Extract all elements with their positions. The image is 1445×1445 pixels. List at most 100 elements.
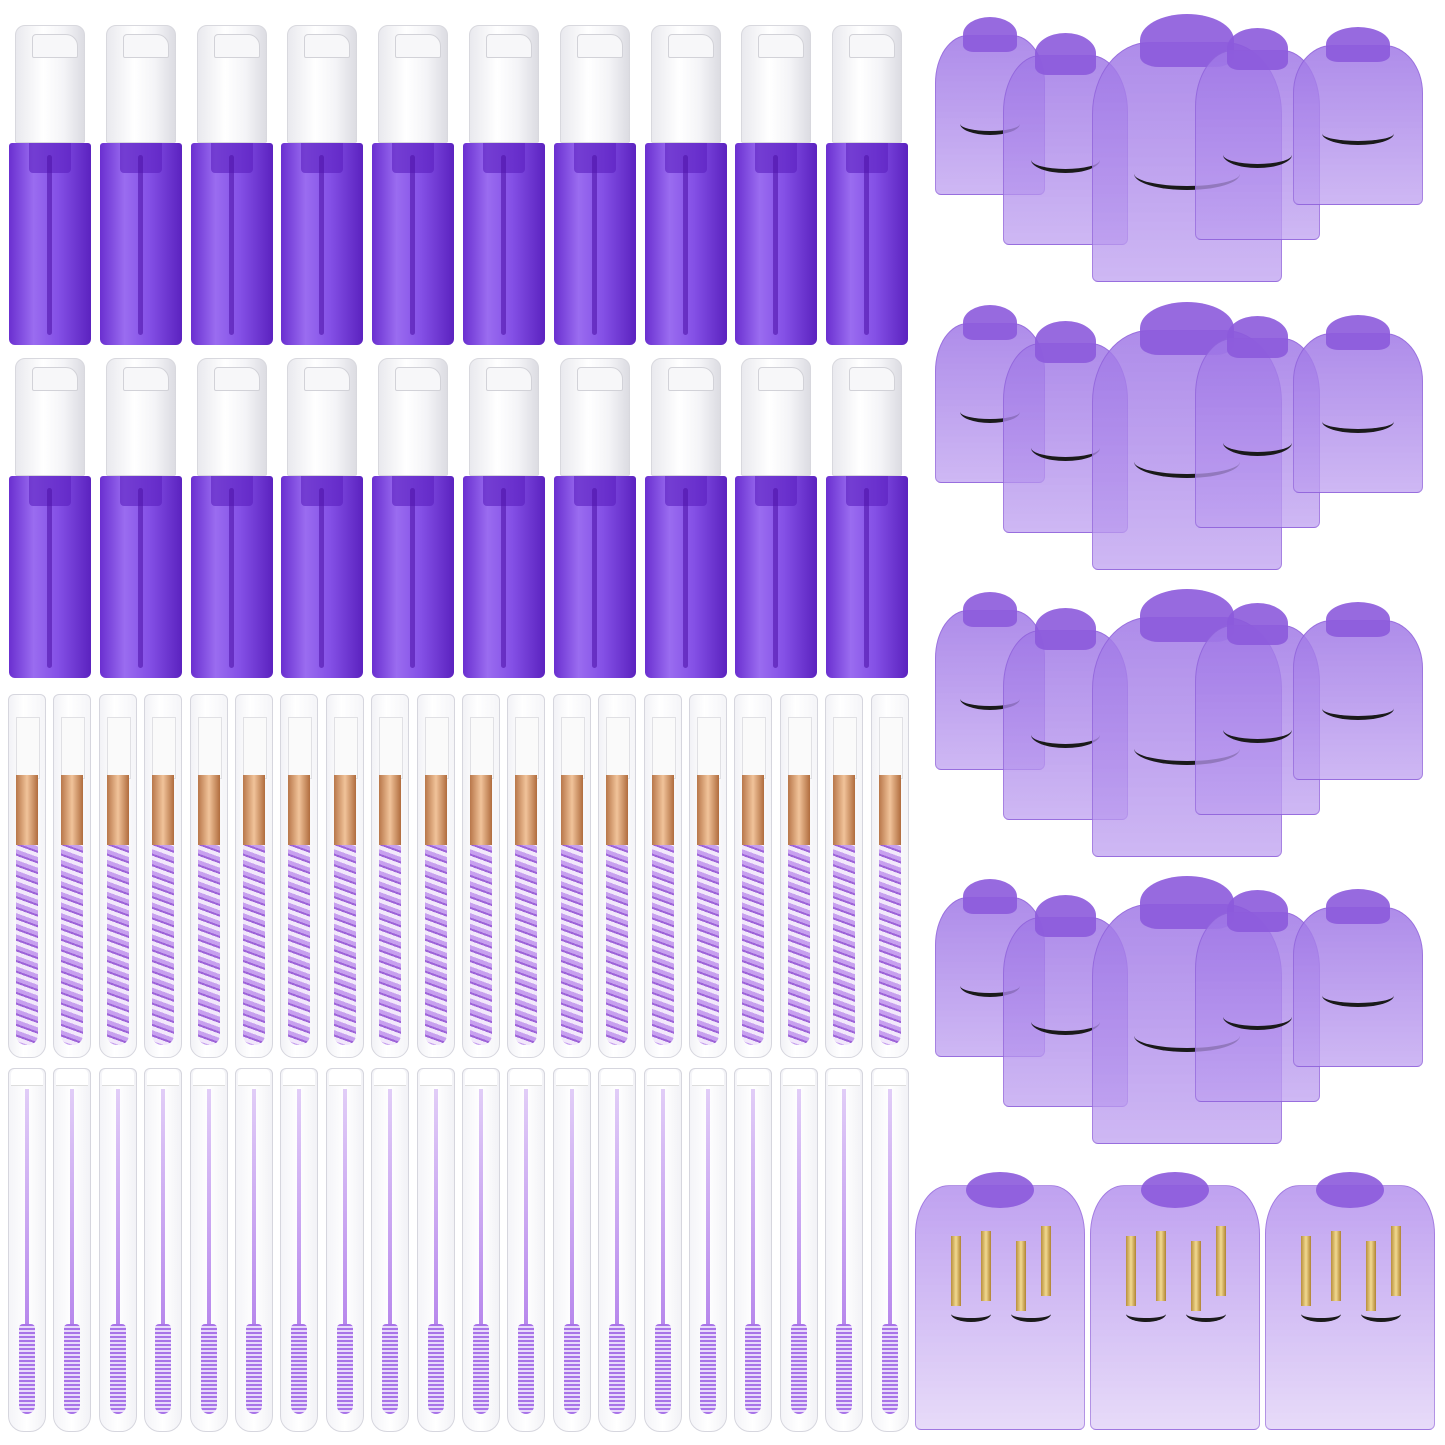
spoolie-stick [433, 1089, 438, 1329]
bottle-body [281, 476, 364, 678]
crystal-lash-brush-tube [507, 694, 546, 1058]
eyelash [1011, 1306, 1051, 1322]
eyelash-print [1322, 410, 1394, 433]
drawstring-ruffle [1326, 889, 1390, 924]
foam-pump-bottle [9, 25, 91, 347]
crystal-handle [379, 845, 402, 1045]
mascara-spoolie-tube [643, 1068, 682, 1432]
gold-brush [981, 1231, 991, 1301]
foam-pump-bottle [372, 358, 455, 680]
spoolie-stick [751, 1089, 756, 1329]
crystal-handle [16, 845, 38, 1045]
crystal-lash-brush-tube [371, 694, 410, 1058]
bottle-cap [378, 358, 449, 476]
tube-cap [101, 1069, 134, 1086]
dip-tube [864, 488, 870, 668]
eyelash-print [1134, 445, 1240, 478]
bottle-body [644, 476, 727, 678]
dip-tube [501, 488, 506, 668]
bottle-cap [378, 25, 449, 143]
tube-cap [374, 1069, 407, 1086]
eyelash [1126, 1306, 1166, 1322]
gold-brush [1041, 1226, 1051, 1296]
bottle-body [553, 476, 636, 678]
pump-nozzle [395, 34, 442, 58]
gold-brush [1016, 1241, 1026, 1311]
mascara-spoolie-tube [870, 1068, 909, 1432]
eyelash [951, 1306, 991, 1322]
foam-pump-bottle [99, 25, 182, 347]
pump-nozzle [576, 367, 623, 391]
foam-pump-bottle [826, 358, 909, 680]
crystal-handle [106, 845, 129, 1045]
eyelash [1361, 1306, 1401, 1322]
pump-nozzle [576, 34, 623, 58]
pump-nozzle [758, 367, 805, 391]
eyelash-print [1031, 1008, 1100, 1035]
crystal-lash-brush-tube [734, 694, 773, 1058]
eyelash-print [1223, 429, 1292, 456]
bottle-cap [741, 25, 812, 143]
brush-head [878, 717, 903, 779]
tube-cap [147, 1069, 180, 1086]
pump-nozzle [486, 34, 532, 58]
foam-pump-bottle [463, 25, 545, 347]
mascara-spoolie-tube [280, 1068, 319, 1432]
bottle-cap [105, 25, 176, 143]
crystal-handle [651, 845, 674, 1045]
spoolie-brush [64, 1324, 81, 1414]
spoolie-stick [796, 1089, 801, 1329]
spoolie-stick [615, 1089, 620, 1329]
spoolie-stick [479, 1089, 483, 1329]
eyelash-print [1134, 157, 1240, 190]
drawstring-ruffle [1034, 895, 1097, 937]
brush-ferrule [197, 775, 220, 845]
brush-head [333, 717, 358, 779]
spoolie-brush [700, 1324, 716, 1414]
dip-tube [773, 488, 779, 668]
crystal-handle [333, 845, 356, 1045]
brush-head [515, 717, 540, 779]
spoolie-stick [252, 1089, 256, 1329]
foam-pump-bottle [372, 25, 455, 347]
brush-ferrule [742, 775, 765, 845]
eyelash-print [1322, 122, 1394, 145]
tube-cap [646, 1069, 679, 1086]
mascara-spoolie-tube [325, 1068, 364, 1432]
brush-head [560, 717, 585, 779]
lash-kit-bag [1265, 1172, 1435, 1430]
tube-cap [828, 1069, 861, 1086]
bottle-body [190, 476, 273, 678]
spoolie-brush [745, 1324, 762, 1414]
foam-pump-bottle [553, 358, 636, 680]
brush-head [61, 717, 86, 779]
tube-cap [465, 1069, 497, 1086]
mascara-spoolie-tube [689, 1068, 727, 1432]
tube-cap [283, 1069, 316, 1086]
brush-head [16, 717, 40, 779]
drawstring-ruffle [963, 879, 1017, 914]
dip-tube [682, 155, 688, 335]
bottle-body [826, 143, 909, 345]
pump-nozzle [122, 34, 169, 58]
drawstring-ruffle [1034, 33, 1097, 75]
spoolie-brush [246, 1324, 262, 1414]
spoolie-brush [109, 1324, 126, 1414]
gold-brush [1391, 1226, 1401, 1296]
pump-nozzle [758, 34, 805, 58]
spoolie-brush [518, 1324, 535, 1414]
organza-lash-bag [1293, 602, 1423, 780]
crystal-handle [833, 845, 856, 1045]
bottle-body [372, 143, 455, 345]
bottle-cap [196, 25, 267, 143]
brush-ferrule [470, 775, 492, 845]
dip-tube [137, 155, 143, 335]
brush-ferrule [560, 775, 583, 845]
eyelash [1301, 1306, 1341, 1322]
mascara-spoolie-tube [416, 1068, 455, 1432]
bottle-cap [196, 358, 267, 476]
foam-pump-bottle [826, 25, 909, 347]
spoolie-stick [25, 1089, 29, 1329]
foam-pump-bottle [644, 358, 727, 680]
spoolie-brush [336, 1324, 353, 1414]
